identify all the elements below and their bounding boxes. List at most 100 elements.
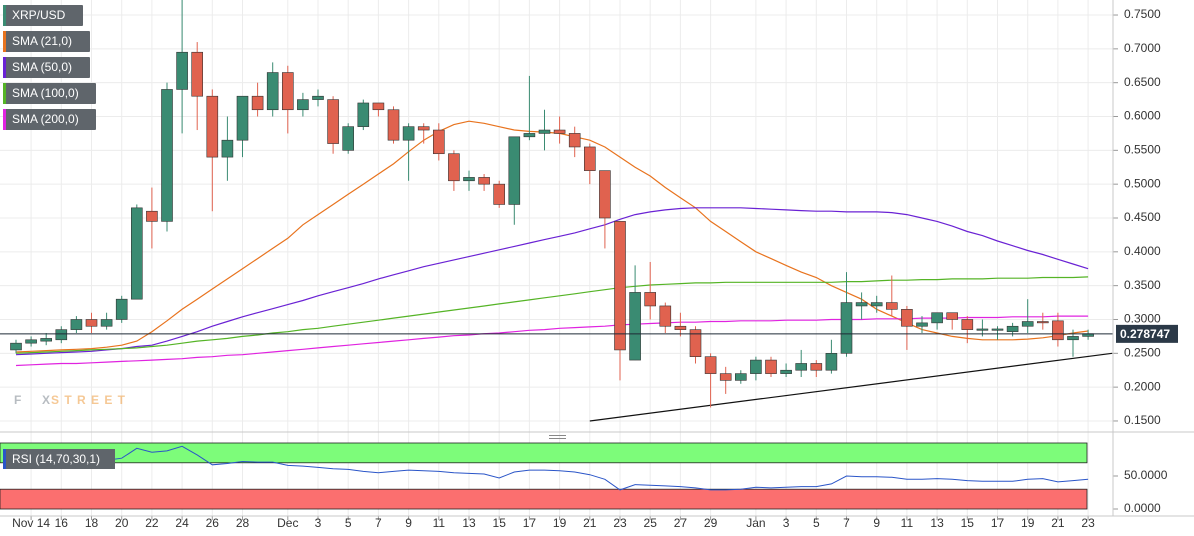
candle-body	[825, 353, 838, 371]
candle-body	[417, 126, 430, 131]
candle-body	[599, 170, 611, 219]
candle-body	[312, 95, 324, 100]
candle-body	[931, 312, 943, 324]
x-tick-label: 16	[55, 516, 69, 530]
y-tick-label: 0.1500	[1124, 413, 1161, 427]
x-tick-label: 23	[613, 516, 627, 530]
legend-label: SMA (50,0)	[12, 60, 72, 74]
candle-body	[840, 302, 853, 354]
x-tick-label: 19	[1021, 516, 1035, 530]
candle-body	[372, 102, 385, 111]
candle-body	[946, 312, 959, 320]
candle-body	[221, 139, 234, 158]
axes: 0.1500 0.2000 0.2500 0.3000 0.3500 0.4000 0.45…	[12, 7, 1178, 530]
y-tick-label: 0.4500	[1124, 210, 1161, 224]
rsi-label: RSI (14,70,30,1)	[3, 449, 115, 469]
y-tick-label: 0.6000	[1124, 109, 1161, 123]
candle-body	[916, 322, 928, 327]
candle-body	[689, 329, 702, 357]
candle-body	[176, 51, 188, 90]
legend-box	[3, 31, 90, 52]
x-tick-label: 7	[375, 516, 382, 530]
x-tick-label: 26	[206, 516, 220, 530]
candle-body	[191, 51, 203, 97]
x-tick-label: 13	[462, 516, 476, 530]
candle-body	[131, 207, 143, 300]
candle-body	[10, 342, 22, 351]
x-tick-label: 29	[704, 516, 718, 530]
legend-item: SMA (21,0)	[3, 31, 90, 52]
legend-box	[3, 109, 96, 130]
legend-label: SMA (200,0)	[12, 112, 79, 126]
candle-body	[901, 309, 913, 327]
legend-box	[3, 57, 90, 78]
candle-body	[206, 95, 219, 158]
y-tick-label: 50.0000	[1124, 468, 1168, 482]
legend-label: SMA (100,0)	[12, 86, 79, 100]
candle-body	[568, 133, 581, 148]
candle-body	[85, 319, 98, 327]
candle-body	[810, 363, 823, 371]
legend-swatch	[3, 31, 6, 52]
candle-body	[870, 302, 883, 307]
legend-swatch	[3, 5, 6, 26]
candle-body	[523, 133, 536, 138]
x-tick-label: 22	[145, 516, 159, 530]
candle-body	[493, 183, 506, 205]
candle-body	[342, 126, 355, 151]
candle-body	[251, 95, 264, 111]
legend-item: XRP/USD	[3, 5, 83, 26]
legend-item: SMA (50,0)	[3, 57, 90, 78]
candle-body	[387, 109, 400, 141]
y-tick-label: 0.5000	[1124, 176, 1161, 190]
sma-line	[15, 207, 1089, 356]
candle-body	[765, 359, 777, 374]
x-tick-label: 17	[991, 516, 1005, 530]
candle-body	[281, 72, 294, 111]
candle-body	[614, 221, 626, 351]
candle-body	[266, 72, 279, 111]
x-tick-label: 20	[115, 516, 129, 530]
candle-body	[463, 177, 475, 182]
legend: XRP/USD SMA (21,0) SMA (50,0) SMA (100,0) SM…	[3, 5, 115, 469]
candle-body	[734, 373, 747, 381]
legend-label: RSI (14,70,30,1)	[12, 452, 100, 466]
candle-body	[1037, 321, 1049, 324]
x-tick-label: 27	[674, 516, 688, 530]
x-tick-label: 25	[644, 516, 658, 530]
y-tick-label: 0.5500	[1124, 143, 1161, 157]
x-tick-label: 5	[813, 516, 820, 530]
legend-swatch	[3, 83, 6, 104]
candle-body	[1021, 321, 1034, 327]
candle-body	[795, 363, 808, 371]
oversold-zone	[0, 488, 1088, 510]
grid	[0, 0, 1113, 516]
y-tick-label: 0.4000	[1124, 244, 1161, 258]
legend-box	[3, 449, 115, 469]
y-tick-label: 0.0000	[1124, 501, 1161, 515]
x-tick-label: 3	[783, 516, 790, 530]
rsi-line	[15, 445, 1089, 491]
x-tick-label: Nov 14	[12, 516, 50, 530]
x-tick-label: 17	[523, 516, 537, 530]
x-tick-label: 7	[843, 516, 850, 530]
x-tick-label: 23	[1081, 516, 1095, 530]
candle-body	[402, 126, 415, 141]
y-tick-label: 0.2500	[1124, 345, 1161, 359]
y-tick-label: 0.7500	[1124, 7, 1161, 21]
candle-body	[885, 302, 898, 310]
legend-swatch	[3, 449, 6, 469]
x-tick-label: 24	[175, 516, 189, 530]
y-tick-label: 0.7000	[1124, 41, 1161, 55]
x-tick-label: 15	[493, 516, 507, 530]
candle-body	[115, 298, 128, 320]
x-tick-label: 18	[85, 516, 99, 530]
candle-body	[674, 325, 687, 330]
last-price-box	[1116, 324, 1178, 343]
x-tick-label: 19	[553, 516, 567, 530]
x-tick-label: 11	[433, 516, 446, 530]
candle-body	[961, 319, 974, 330]
candle-body	[236, 95, 249, 141]
candle-body	[991, 328, 1004, 331]
x-tick-label: 21	[583, 516, 597, 530]
